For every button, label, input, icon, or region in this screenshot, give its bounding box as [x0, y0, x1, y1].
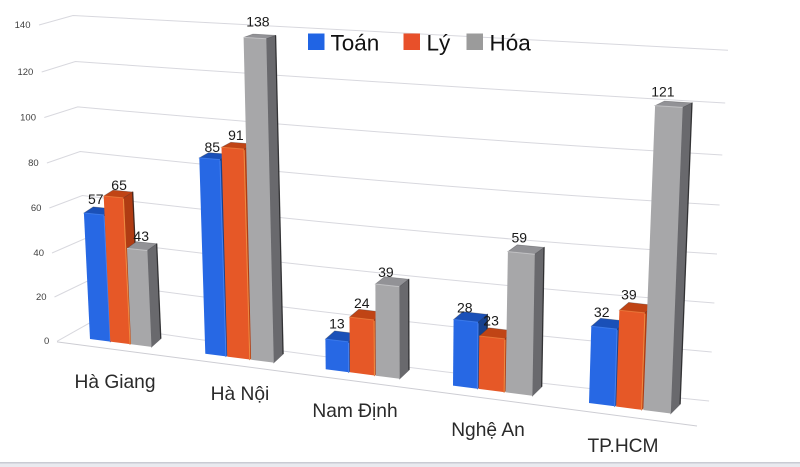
svg-text:85: 85 — [205, 139, 221, 155]
svg-text:Nam Định: Nam Định — [312, 401, 397, 422]
svg-text:140: 140 — [15, 20, 31, 31]
svg-text:23: 23 — [483, 313, 499, 329]
svg-text:40: 40 — [33, 248, 44, 259]
svg-text:80: 80 — [28, 158, 39, 169]
svg-text:57: 57 — [88, 191, 104, 207]
svg-text:0: 0 — [44, 336, 49, 347]
svg-text:32: 32 — [594, 304, 610, 320]
svg-text:91: 91 — [228, 127, 244, 143]
svg-text:65: 65 — [111, 177, 127, 193]
svg-text:120: 120 — [17, 67, 33, 78]
svg-text:39: 39 — [378, 264, 394, 280]
svg-text:20: 20 — [36, 292, 47, 303]
svg-text:24: 24 — [354, 295, 370, 311]
svg-text:TP.HCM: TP.HCM — [587, 436, 658, 457]
svg-text:Hóa: Hóa — [490, 31, 532, 56]
svg-text:Hà Giang: Hà Giang — [74, 372, 155, 393]
svg-text:Nghệ An: Nghệ An — [451, 420, 525, 441]
svg-text:Lý: Lý — [427, 31, 452, 56]
svg-text:100: 100 — [20, 112, 36, 123]
svg-text:59: 59 — [512, 230, 528, 246]
svg-text:39: 39 — [621, 286, 637, 302]
svg-text:Toán: Toán — [331, 31, 380, 56]
svg-text:13: 13 — [329, 315, 345, 331]
svg-text:Hà Nội: Hà Nội — [211, 384, 270, 405]
svg-text:43: 43 — [133, 228, 149, 244]
svg-text:28: 28 — [457, 300, 473, 316]
svg-text:138: 138 — [246, 14, 270, 30]
svg-text:121: 121 — [651, 84, 675, 100]
svg-text:60: 60 — [31, 203, 42, 214]
